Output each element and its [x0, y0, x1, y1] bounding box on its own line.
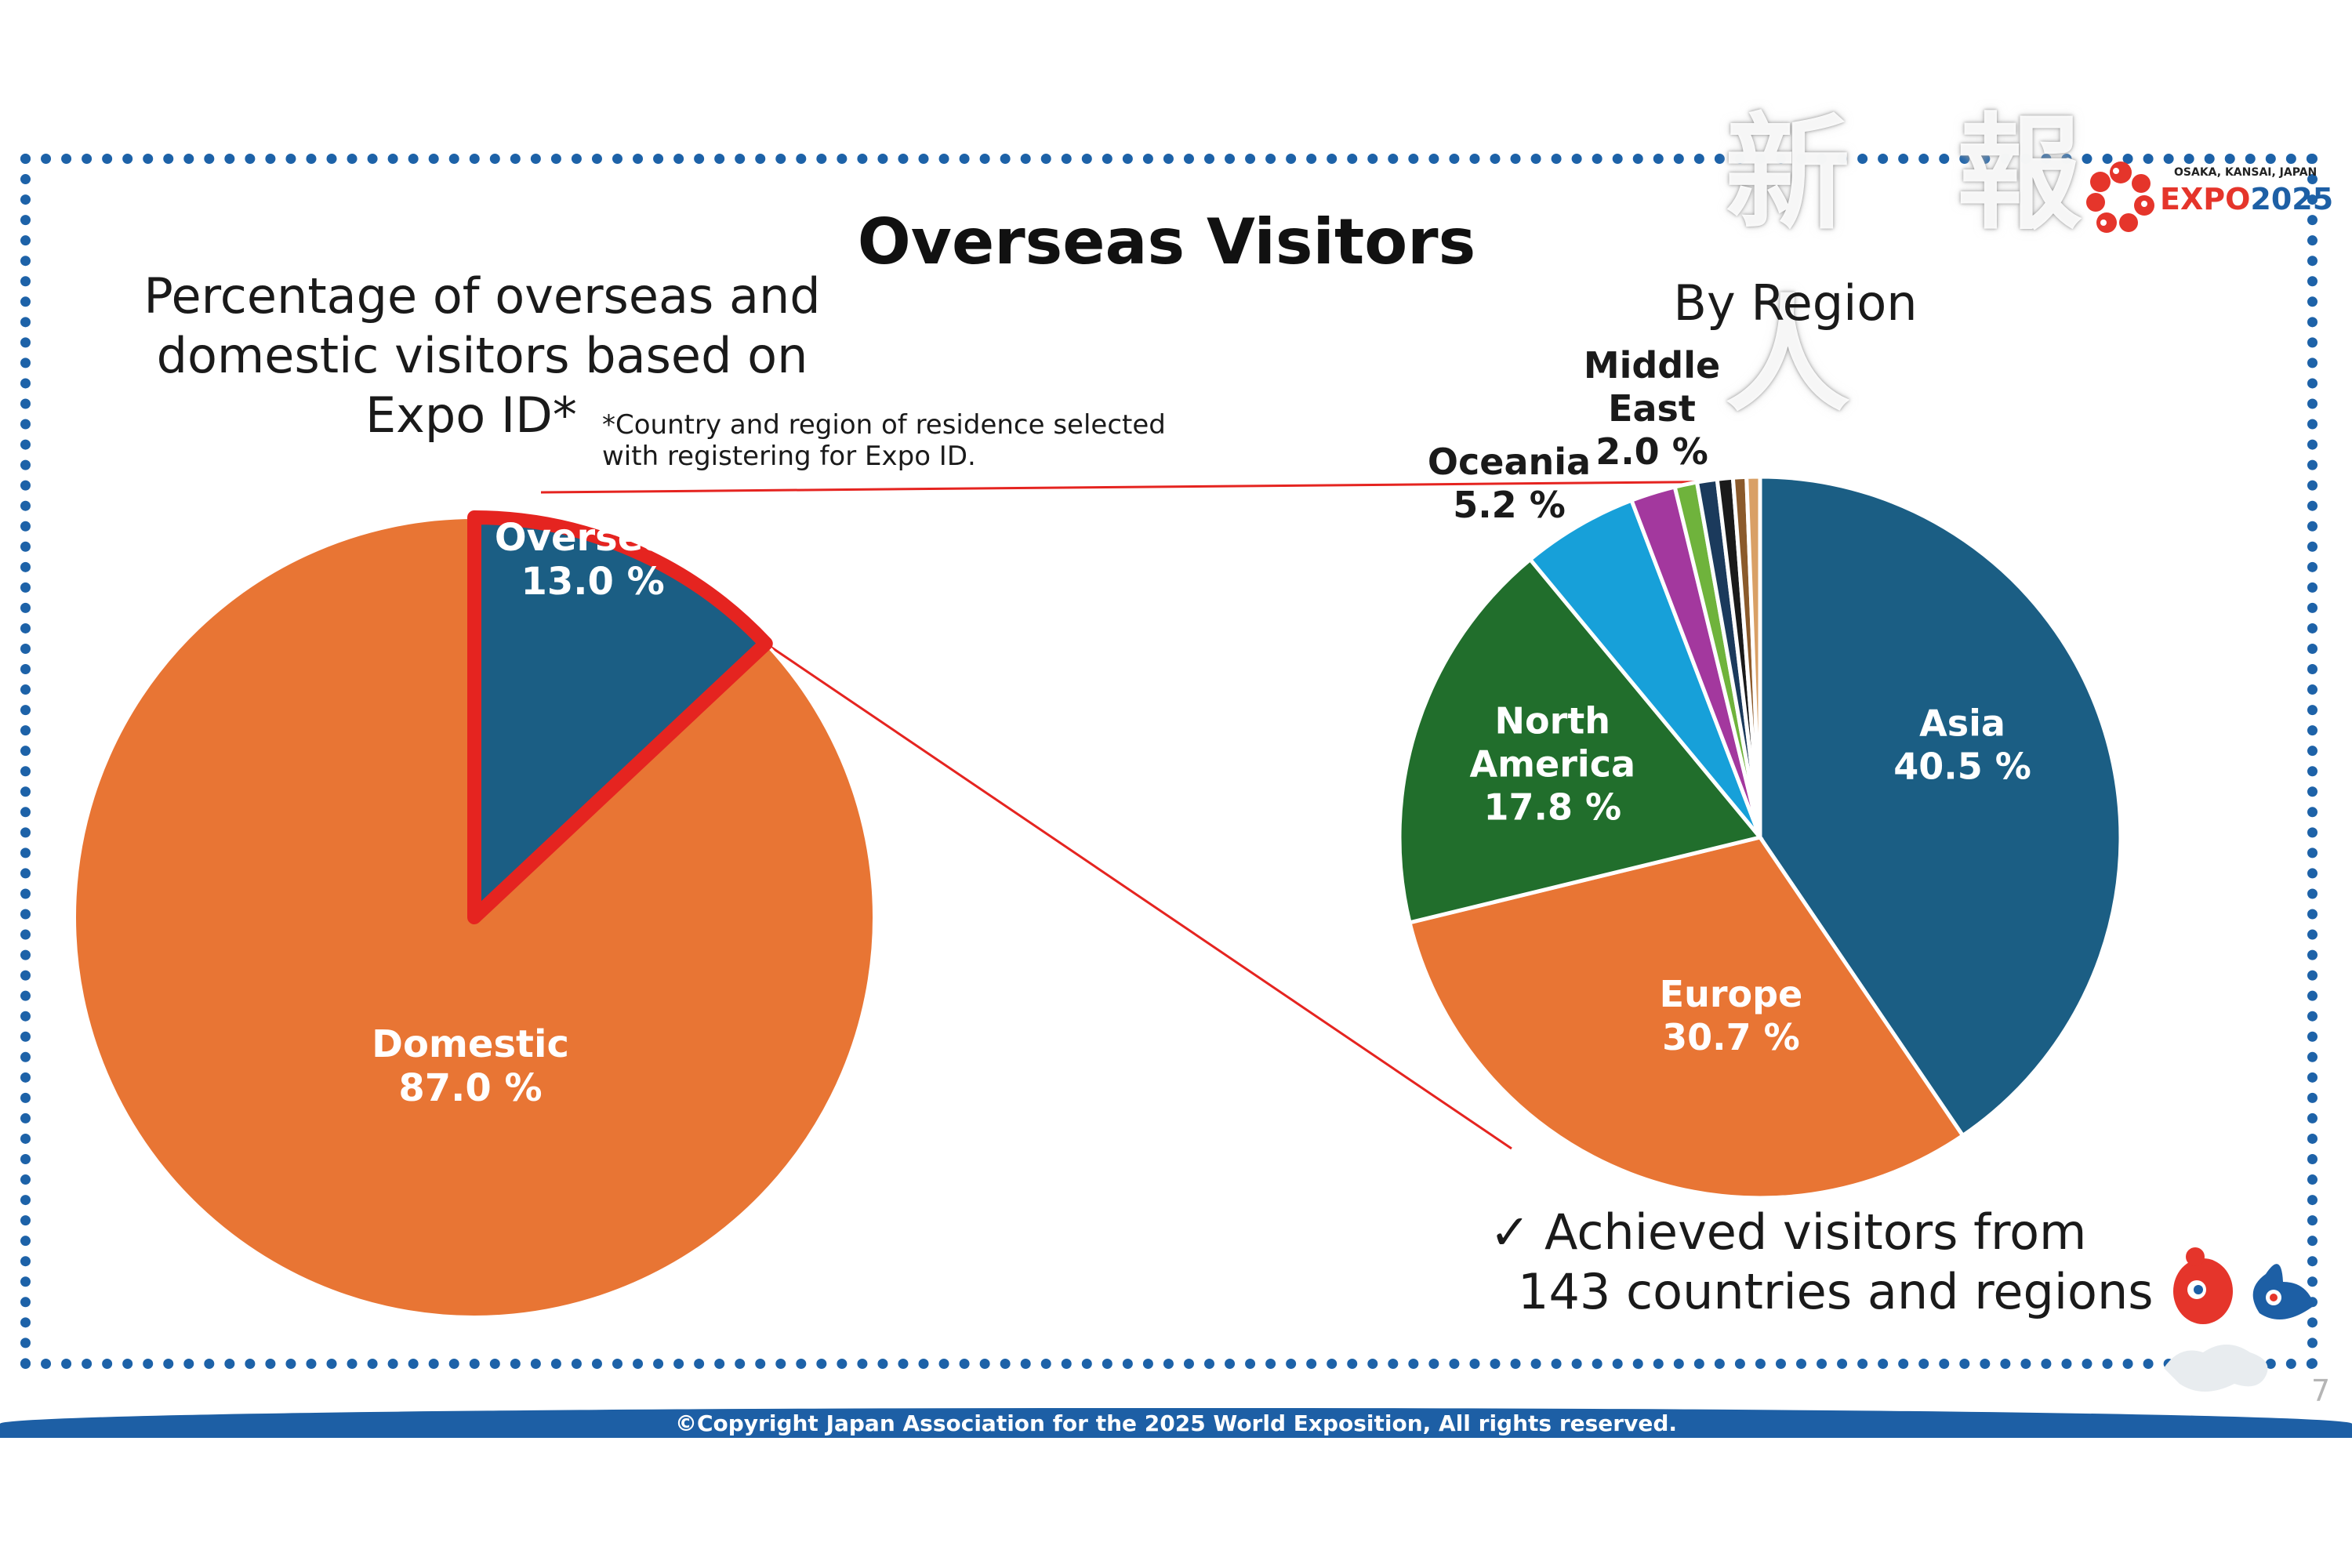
page-title: Overseas Visitors [857, 205, 1476, 278]
left-chart-title-line-1: Percentage of overseas and [143, 267, 821, 325]
watermark: 新 報 人 [1725, 100, 2114, 429]
footnote-line-2: with registering for Expo ID. [602, 441, 976, 472]
label-middle-east-line-2: East [1608, 387, 1696, 430]
footer-bar: ©Copyright Japan Association for the 202… [0, 1408, 2352, 1438]
connector-line-bottom [764, 642, 1512, 1150]
label-overseas-line-1: Overseas [495, 516, 691, 560]
zoom-connectors [540, 480, 1761, 1150]
expo-emblem-icon [2086, 162, 2154, 233]
pie-slice-asia [1758, 474, 2123, 1138]
dotted-frame [20, 154, 2318, 1369]
connector-line-top [540, 480, 1761, 494]
label-north-america-line-2: America [1470, 743, 1636, 786]
pie-slice-other-9 [1744, 474, 1762, 838]
label-oceania-line-1: Oceania [1428, 441, 1591, 483]
label-domestic-line-1: Domestic [372, 1022, 569, 1066]
by-region-pie [1397, 474, 2123, 1200]
note-line-2: 143 countries and regions [1518, 1263, 2154, 1320]
logo-expo-text: EXPO2025 [2160, 182, 2334, 216]
label-middle-east-line-1: Middle [1584, 344, 1720, 387]
label-asia-line-2: 40.5 % [1893, 746, 2031, 788]
pie-slice-europe [1407, 835, 1966, 1200]
footnote: *Country and region of residence selecte… [602, 409, 1167, 472]
label-north-america-line-1: North [1495, 700, 1611, 742]
pie-slice-north-america [1397, 557, 1764, 925]
left-chart-title-line-2: domestic visitors based on [156, 327, 808, 384]
left-chart-title: Percentage of overseas and domestic visi… [94, 267, 870, 445]
left-chart-title-line-3: Expo ID* [365, 387, 577, 444]
overseas-highlight-outline [467, 510, 773, 924]
label-north-america-line-3: 17.8 % [1483, 786, 1621, 829]
logo-location-text: OSAKA, KANSAI, JAPAN [2174, 166, 2318, 179]
label-asia-line-1: Asia [1919, 702, 2005, 745]
label-domestic-line-2: 87.0 % [398, 1066, 542, 1110]
label-overseas-line-2: 13.0 % [521, 560, 664, 604]
mascot-icon [2164, 1247, 2314, 1392]
pie-slice-oceania [1527, 497, 1762, 839]
note-line-1: Achieved visitors from [1544, 1203, 2087, 1261]
right-chart-title: By Region [1673, 274, 1918, 332]
footnote-line-1: *Country and region of residence selecte… [602, 409, 1166, 441]
overseas-domestic-pie [73, 510, 876, 1319]
check-icon: ✓ [1490, 1203, 1530, 1261]
label-europe-line-2: 30.7 % [1662, 1016, 1800, 1058]
label-middle-east-line-3: 2.0 % [1595, 430, 1708, 473]
label-europe-line-1: Europe [1660, 973, 1803, 1015]
expo-logo: OSAKA, KANSAI, JAPAN EXPO2025 [2082, 155, 2333, 249]
label-oceania-line-2: 5.2 % [1453, 484, 1566, 526]
page-number: 7 [2311, 1374, 2331, 1408]
achievement-note: ✓ Achieved visitors from 143 countries an… [1490, 1203, 2180, 1322]
